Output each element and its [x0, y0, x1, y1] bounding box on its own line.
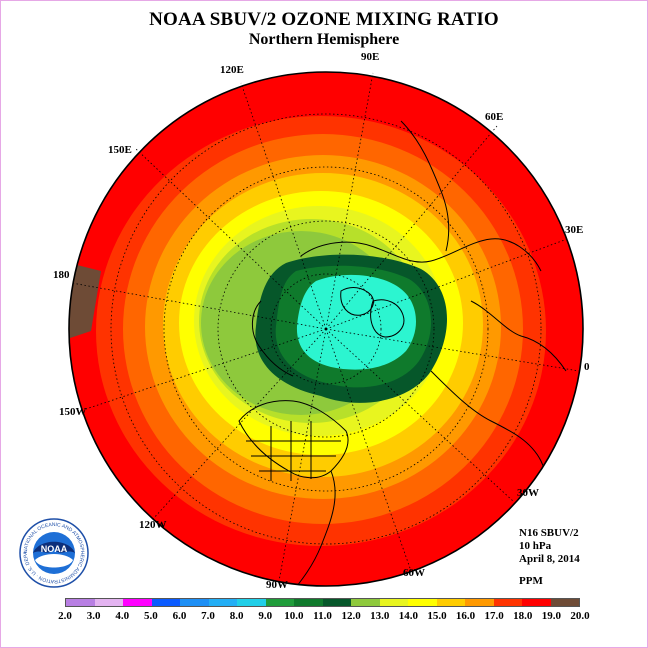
colorbar-swatch: [151, 599, 180, 606]
colorbar-tick-label: 8.0: [229, 610, 244, 622]
lon-label-120e: 120E: [220, 64, 244, 76]
colorbar-tick-label: 19.0: [541, 610, 561, 622]
lon-label-60w: 60W: [403, 567, 425, 579]
colorbar: [65, 598, 580, 607]
colorbar-tick-label: 12.0: [341, 610, 361, 622]
info-satellite: N16 SBUV/2: [519, 527, 579, 539]
colorbar-swatch: [237, 599, 266, 606]
noaa-logo-text: NOAA: [41, 544, 68, 554]
lon-label-120w: 120W: [139, 519, 167, 531]
colorbar-tick-label: 6.0: [172, 610, 187, 622]
info-date: April 8, 2014: [519, 553, 580, 565]
colorbar-tick-label: 18.0: [513, 610, 533, 622]
colorbar-swatch: [94, 599, 123, 606]
colorbar-swatch: [408, 599, 437, 606]
map-boundary: [68, 71, 584, 587]
colorbar-swatch: [436, 599, 465, 606]
colorbar-tick-label: 4.0: [115, 610, 130, 622]
colorbar-tick-label: 17.0: [484, 610, 504, 622]
colorbar-swatch: [322, 599, 351, 606]
colorbar-tick-label: 2.0: [58, 610, 72, 622]
noaa-logo: NATIONAL OCEANIC AND ATMOSPHERIC ADMINIS…: [19, 518, 89, 588]
colorbar-swatch: [180, 599, 209, 606]
lon-label-150e: 150E: [108, 144, 132, 156]
colorbar-swatch: [208, 599, 237, 606]
colorbar-tick-label: 13.0: [370, 610, 390, 622]
colorbar-swatch: [493, 599, 522, 606]
lon-label-150w: 150W: [59, 406, 87, 418]
colorbar-swatch: [465, 599, 494, 606]
colorbar-swatch: [66, 599, 95, 606]
meridian-lines: [71, 72, 580, 582]
lon-label-180: 180: [53, 269, 70, 281]
colorbar-tick-label: 5.0: [143, 610, 158, 622]
colorbar-tick-label: 7.0: [201, 610, 215, 622]
colorbar-tick-label: 16.0: [455, 610, 476, 622]
colorbar-tick-label: 14.0: [398, 610, 418, 622]
lon-label-30w: 30W: [517, 487, 539, 499]
ozone-band-9-10: [296, 274, 417, 370]
colorbar-tick-label: 9.0: [258, 610, 273, 622]
colorbar-swatch: [123, 599, 152, 606]
map-title: NOAA SBUV/2 OZONE MIXING RATIO: [149, 9, 499, 30]
colorbar-swatch: [294, 599, 323, 606]
info-level: 10 hPa: [519, 540, 552, 552]
colorbar-tick-label: 10.0: [284, 610, 304, 622]
colorbar-swatch: [522, 599, 551, 606]
colorbar-swatch: [379, 599, 408, 606]
colorbar-swatch: [265, 599, 294, 606]
colorbar-tick-label: 20.0: [570, 610, 590, 622]
colorbar-swatch: [351, 599, 380, 606]
lon-label-90e: 90E: [361, 51, 380, 63]
lon-label-0: 0: [584, 361, 590, 373]
lon-label-30e: 30E: [565, 224, 584, 236]
lon-label-90w: 90W: [266, 579, 288, 591]
latitude-circles: [110, 113, 542, 545]
colorbar-swatch: [550, 599, 579, 606]
colorbar-tick-label: 11.0: [313, 610, 332, 622]
info-units: PPM: [519, 575, 543, 587]
lon-label-60e: 60E: [485, 111, 504, 123]
colorbar-tick-label: 15.0: [427, 610, 447, 622]
map-subtitle: Northern Hemisphere: [248, 31, 400, 48]
colorbar-tick-label: 3.0: [86, 610, 101, 622]
